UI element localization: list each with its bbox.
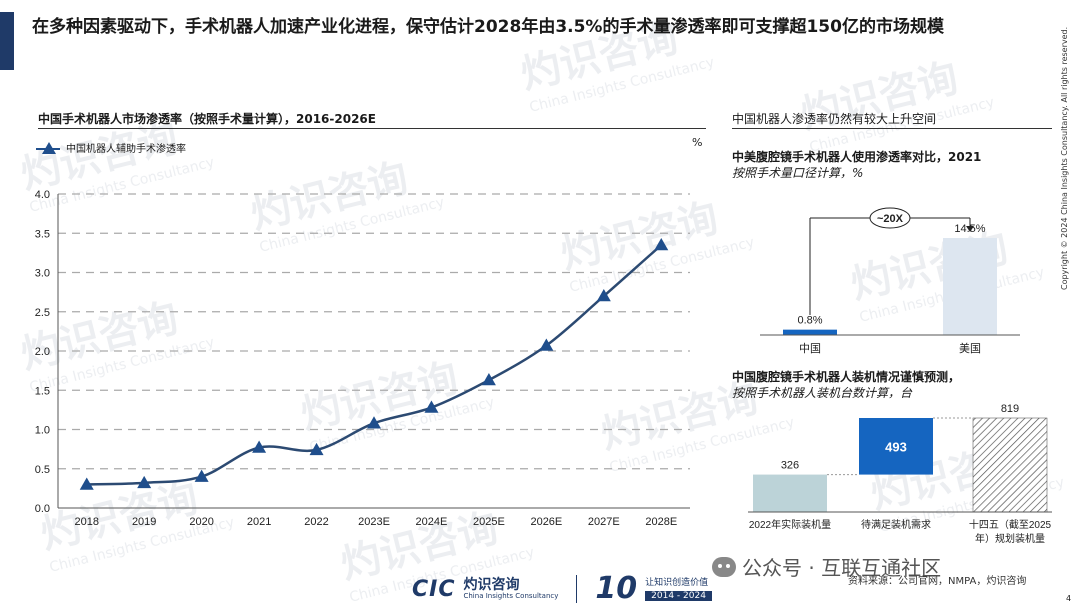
- bar: [859, 418, 933, 475]
- wechat-banner: 公众号 · 互联互通社区: [712, 552, 941, 581]
- wechat-icon: [712, 556, 736, 577]
- legend-marker-icon: [36, 141, 60, 155]
- legend-label: 中国机器人辅助手术渗透率: [66, 144, 186, 155]
- line-chart-title: 中国手术机器人市场渗透率（按照手术量计算），2016-2026E: [38, 112, 376, 126]
- x-tick-label: 2028E: [645, 516, 677, 528]
- x-tick-label: 2021: [247, 516, 271, 528]
- y-tick-label: 4.0: [35, 189, 50, 201]
- bar: [753, 474, 827, 512]
- page-title: 在多种因素驱动下，手术机器人加速产业化进程，保守估计2028年由3.5%的手术量…: [32, 17, 944, 37]
- x-tick-label: 2024E: [416, 516, 448, 528]
- y-tick-label: 3.0: [35, 268, 50, 280]
- anniversary-text: 让知识创造价值: [645, 577, 709, 588]
- anniversary-years: 2014 - 2024: [645, 590, 712, 601]
- bar-category-label: 中国: [799, 342, 821, 355]
- cic-logo: CIC: [412, 576, 456, 602]
- y-tick-label: 1.0: [35, 425, 50, 437]
- data-point: [137, 475, 152, 489]
- chart-legend: 中国机器人辅助手术渗透率: [36, 140, 186, 155]
- anniversary-logo: 10: [595, 571, 638, 606]
- data-point: [654, 238, 669, 251]
- bar: [943, 238, 997, 335]
- bar: [972, 417, 1048, 513]
- x-tick-label: 2022: [304, 516, 328, 528]
- unit-label: %: [692, 136, 703, 149]
- copyright: Copyright © 2024 China Insights Consulta…: [1060, 26, 1069, 290]
- y-tick-label: 1.5: [35, 385, 50, 397]
- penetration-chart-title: 中美腹腔镜手术机器人使用渗透率对比，2021: [732, 150, 982, 164]
- x-tick-label: 2027E: [588, 516, 620, 528]
- multiplier-badge: [869, 207, 911, 229]
- y-tick-label: 0.0: [35, 503, 50, 515]
- bar-value-label: 0.8%: [797, 315, 822, 327]
- page-number: 4: [1066, 594, 1072, 603]
- wechat-label: 公众号 · 互联互通社区: [742, 556, 942, 580]
- y-tick-label: 3.5: [35, 228, 50, 240]
- data-point: [424, 400, 439, 413]
- logo-en: China Insights Consultancy: [463, 592, 559, 600]
- bar: [783, 329, 837, 335]
- penetration-chart-note: 按照手术量口径计算，%: [732, 166, 864, 180]
- logo-divider: [576, 575, 578, 603]
- bar-category-label: 2022年实际装机量: [749, 518, 831, 531]
- bar-category-label: 待满足装机需求: [861, 518, 931, 531]
- bar-value-label: 819: [1001, 403, 1019, 415]
- install-chart-note: 按照手术机器人装机台数计算，台: [732, 386, 913, 400]
- footer-logo: CIC 灼识咨询 China Insights Consultancy 10 让…: [412, 574, 712, 604]
- multiplier-label: ~20X: [877, 213, 904, 225]
- bar-category-label: 美国: [959, 342, 981, 355]
- data-point: [252, 440, 267, 453]
- install-chart-title: 中国腹腔镜手术机器人装机情况谨慎预测，: [732, 370, 961, 384]
- data-point: [309, 442, 324, 456]
- y-tick-label: 2.5: [35, 307, 50, 319]
- source-note: 资料来源：公司官网，NMPA，灼识咨询: [848, 576, 1027, 587]
- data-point: [194, 469, 209, 482]
- data-point: [367, 416, 381, 429]
- title-accent-bar: [0, 12, 14, 70]
- bar-value-label: 326: [781, 460, 799, 472]
- x-tick-label: 2025E: [473, 516, 505, 528]
- logo-cn: 灼识咨询: [463, 577, 520, 593]
- divider: [732, 128, 1052, 129]
- data-point: [79, 477, 94, 490]
- x-tick-label: 2020: [189, 516, 213, 528]
- bar-value-label: 493: [885, 439, 907, 454]
- y-tick-label: 0.5: [35, 464, 50, 476]
- data-point: [596, 289, 611, 302]
- divider: [38, 128, 706, 129]
- arrow-head-icon: [966, 226, 974, 232]
- y-tick-label: 2.0: [35, 346, 50, 358]
- x-tick-label: 2018: [74, 516, 98, 528]
- x-tick-label: 2026E: [530, 516, 562, 528]
- data-point: [539, 338, 554, 351]
- x-tick-label: 2019: [132, 516, 156, 528]
- data-point: [481, 373, 496, 386]
- right-panel-title: 中国机器人渗透率仍然有较大上升空间: [732, 112, 937, 126]
- bar-category-label: 年）规划装机量: [975, 532, 1045, 545]
- bar-category-label: 十四五（截至2025: [969, 518, 1052, 531]
- x-tick-label: 2023E: [358, 516, 390, 528]
